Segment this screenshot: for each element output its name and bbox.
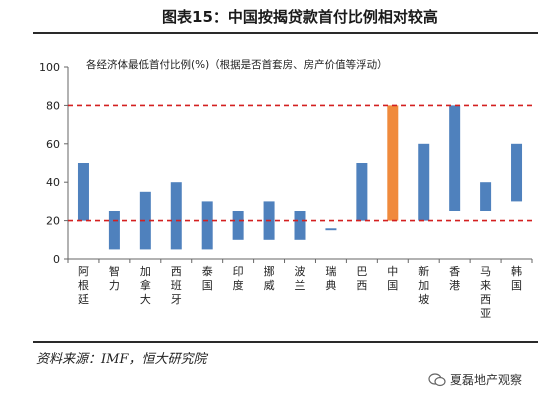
bar-7 bbox=[294, 211, 306, 240]
bar-1 bbox=[108, 211, 120, 250]
x-tick-label: 印度 bbox=[233, 265, 244, 292]
bottom-rule bbox=[33, 341, 538, 343]
x-tick-label: 加拿大 bbox=[140, 265, 151, 306]
bar-14 bbox=[511, 143, 523, 202]
x-tick-label: 韩国 bbox=[511, 264, 522, 292]
x-tick-label: 阿根廷 bbox=[78, 265, 89, 306]
watermark: 夏磊地产观察 bbox=[428, 371, 522, 388]
chart-title: 图表15：中国按揭贷款首付比例相对较高 bbox=[162, 8, 438, 26]
bar-10 bbox=[387, 105, 399, 221]
x-tick-label: 挪威 bbox=[264, 264, 275, 292]
bar-5 bbox=[232, 211, 244, 240]
bar-13 bbox=[480, 182, 492, 211]
y-tick-label: 100 bbox=[39, 61, 60, 74]
x-tick-label: 新加坡 bbox=[418, 264, 429, 306]
bar-11 bbox=[418, 143, 430, 221]
bar-0 bbox=[77, 163, 89, 221]
bar-12 bbox=[449, 105, 461, 211]
y-tick-label: 0 bbox=[53, 253, 60, 266]
x-tick-label: 智力 bbox=[109, 264, 120, 292]
wechat-icon bbox=[428, 372, 446, 386]
watermark-text: 夏磊地产观察 bbox=[450, 373, 523, 387]
chart-subtitle: 各经济体最低首付比例(%)（根据是否首套房、房产价值等浮动） bbox=[86, 58, 388, 71]
bar-4 bbox=[201, 201, 213, 250]
bar-9 bbox=[356, 163, 368, 221]
x-tick-label: 香港 bbox=[449, 265, 460, 292]
x-tick-label: 波兰 bbox=[295, 265, 306, 292]
bar-2 bbox=[139, 191, 151, 250]
y-tick-label: 60 bbox=[46, 138, 60, 151]
x-tick-label: 瑞典 bbox=[325, 264, 336, 292]
bar-8 bbox=[325, 228, 337, 231]
x-tick-label: 马来西亚 bbox=[480, 265, 491, 320]
x-tick-label: 巴西 bbox=[356, 265, 367, 292]
x-tick-label: 中国 bbox=[387, 265, 398, 292]
x-tick-label: 泰国 bbox=[202, 264, 213, 292]
bar-3 bbox=[170, 182, 182, 250]
y-tick-label: 40 bbox=[46, 176, 60, 189]
x-tick-label: 西班牙 bbox=[171, 265, 182, 306]
y-tick-label: 80 bbox=[46, 99, 60, 112]
y-tick-label: 20 bbox=[46, 215, 60, 228]
source-note: 资料来源：IMF，恒大研究院 bbox=[36, 352, 207, 367]
top-rule bbox=[33, 32, 538, 34]
